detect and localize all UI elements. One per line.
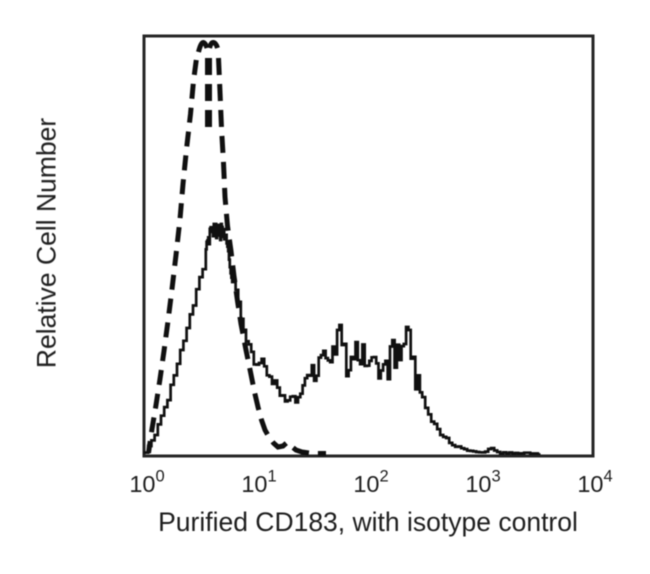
svg-text:100: 100: [129, 468, 164, 498]
svg-text:103: 103: [465, 468, 500, 498]
svg-text:104: 104: [577, 468, 612, 498]
svg-text:Purified CD183, with isotype c: Purified CD183, with isotype control: [158, 507, 578, 537]
svg-text:101: 101: [241, 468, 276, 498]
svg-text:102: 102: [353, 468, 388, 498]
